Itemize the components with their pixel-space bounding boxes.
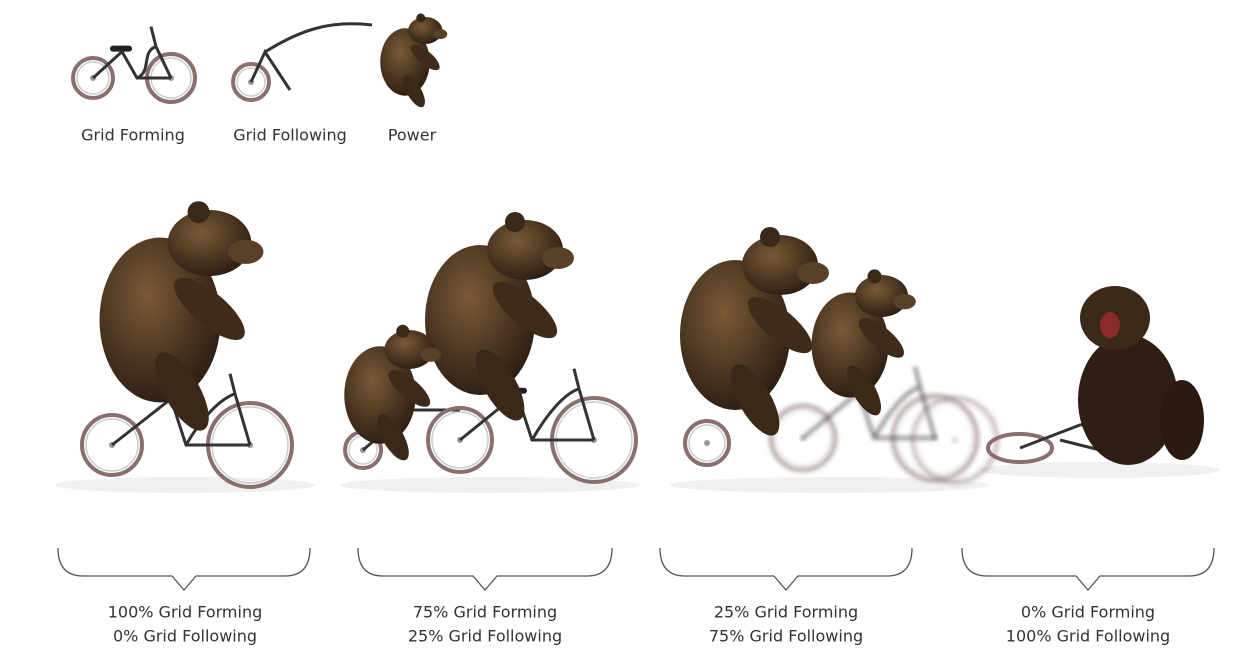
bear-ear	[505, 212, 525, 232]
bear-ear	[760, 227, 780, 247]
illustration: Grid Forming Grid Following Power 100% G…	[0, 0, 1246, 650]
bear-ear	[396, 325, 409, 338]
scenario-following: 75% Grid Following	[709, 627, 863, 646]
shadow	[980, 462, 1220, 478]
bear-snout	[420, 348, 441, 362]
scenario-forming: 100% Grid Forming	[108, 603, 263, 622]
scenario-following: 25% Grid Following	[408, 627, 562, 646]
scenario-forming: 0% Grid Forming	[1021, 603, 1155, 622]
hub	[704, 440, 710, 446]
bear-snout	[542, 247, 574, 269]
bear-mouth	[1100, 312, 1120, 338]
bear-snout	[797, 262, 829, 284]
bear-snout	[893, 294, 915, 309]
legend-label: Grid Following	[233, 126, 347, 145]
scenario-forming: 75% Grid Forming	[413, 603, 557, 622]
shadow	[340, 477, 640, 493]
bear-cub	[1160, 380, 1204, 460]
bear-ear	[868, 269, 882, 283]
legend-label: Grid Forming	[81, 126, 185, 145]
hub	[952, 437, 958, 443]
seat	[110, 46, 132, 52]
scenario-forming: 25% Grid Forming	[714, 603, 858, 622]
scenario-following: 0% Grid Following	[113, 627, 257, 646]
legend-label: Power	[388, 126, 437, 145]
bear-ear	[416, 13, 425, 22]
bear-snout	[433, 29, 447, 39]
bear-snout	[228, 240, 263, 264]
scenario-following: 100% Grid Following	[1006, 627, 1170, 646]
bear-ear	[188, 201, 210, 223]
